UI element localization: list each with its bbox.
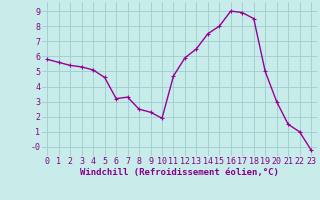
X-axis label: Windchill (Refroidissement éolien,°C): Windchill (Refroidissement éolien,°C) (80, 168, 279, 177)
